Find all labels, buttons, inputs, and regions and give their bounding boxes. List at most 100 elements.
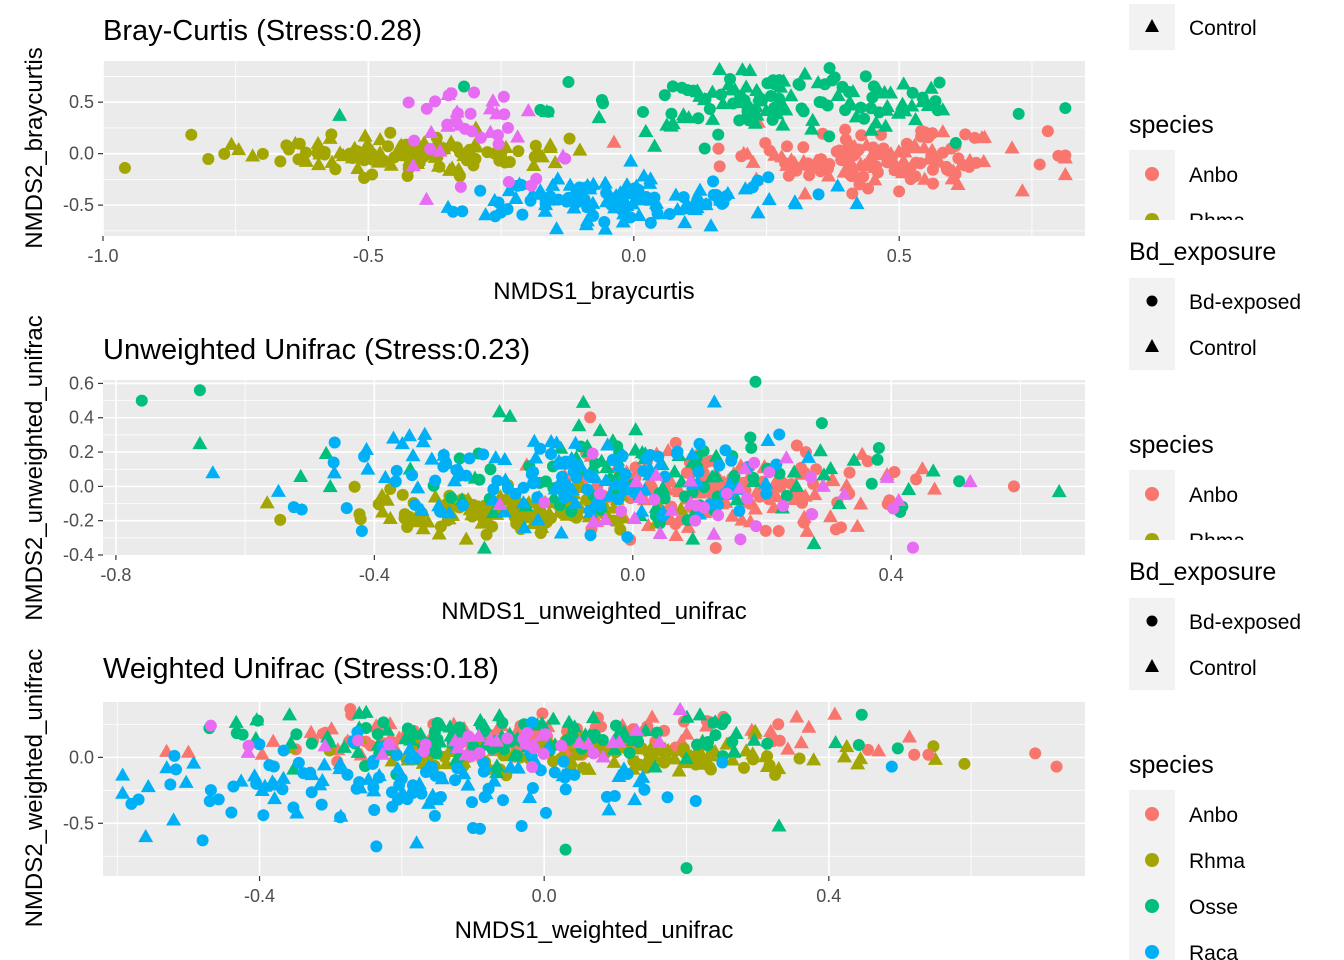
data-point-circle — [703, 103, 716, 116]
data-point-circle — [596, 734, 609, 747]
data-point-triangle — [409, 835, 425, 849]
data-point-triangle — [720, 185, 736, 199]
rhma-key-icon — [1145, 853, 1159, 867]
data-point-circle — [385, 786, 398, 799]
data-point-triangle — [825, 473, 841, 487]
data-point-circle — [797, 141, 810, 154]
data-point-circle — [843, 466, 856, 479]
data-point-triangle — [638, 123, 654, 138]
data-point-triangle — [382, 510, 398, 524]
data-point-circle — [212, 793, 225, 806]
data-point-circle — [793, 78, 806, 91]
data-point-triangle — [619, 177, 635, 191]
data-point-circle — [328, 436, 341, 449]
data-point-circle — [621, 768, 634, 781]
data-point-circle — [293, 137, 306, 150]
data-point-circle — [958, 757, 971, 770]
data-point-circle — [793, 752, 806, 765]
data-point-triangle — [391, 139, 407, 153]
data-point-triangle — [643, 171, 659, 185]
data-point-triangle — [631, 207, 647, 222]
data-point-triangle — [771, 818, 787, 832]
data-point-circle — [509, 487, 522, 500]
data-point-triangle — [830, 178, 846, 192]
data-point-circle — [489, 210, 502, 223]
data-point-triangle — [597, 221, 613, 235]
data-point-circle — [828, 71, 841, 84]
data-point-circle — [803, 169, 816, 182]
data-point-triangle — [883, 85, 899, 99]
anbo-key-icon — [1145, 807, 1159, 821]
data-point-circle — [437, 448, 450, 461]
data-point-triangle — [186, 755, 202, 769]
data-point-circle — [501, 732, 514, 745]
data-point-circle — [429, 769, 442, 782]
data-point-circle — [315, 798, 328, 811]
data-point-triangle — [679, 709, 695, 723]
triangle-key-icon — [1145, 659, 1159, 672]
data-point-circle — [355, 524, 368, 537]
data-point-circle — [468, 86, 481, 99]
data-point-circle — [453, 452, 466, 465]
data-point-triangle — [732, 480, 748, 494]
data-point-circle — [777, 499, 790, 512]
data-point-circle — [1033, 158, 1046, 171]
data-point-triangle — [442, 719, 458, 733]
data-point-triangle — [742, 63, 758, 77]
data-point-circle — [852, 144, 865, 157]
data-point-circle — [728, 469, 741, 482]
axis-ticks: -0.4 0.0 0.4 -0.5 0.0 — [63, 747, 841, 906]
data-point-circle — [118, 161, 131, 174]
data-point-triangle — [377, 469, 393, 484]
data-point-triangle — [555, 148, 571, 162]
data-point-triangle — [275, 770, 291, 784]
data-point-triangle — [901, 729, 917, 743]
anbo-key-icon — [1145, 167, 1159, 181]
data-point-circle — [669, 518, 682, 531]
data-point-circle — [823, 157, 836, 170]
data-point-circle — [707, 175, 720, 188]
data-point-triangle — [692, 707, 708, 721]
data-point-triangle — [745, 154, 761, 168]
data-point-triangle — [706, 526, 722, 540]
data-point-circle — [644, 216, 657, 229]
data-point-circle — [725, 454, 738, 467]
data-point-triangle — [283, 735, 299, 749]
data-point-triangle — [432, 143, 448, 157]
data-point-circle — [859, 70, 872, 83]
data-point-triangle — [804, 121, 820, 135]
data-point-triangle — [434, 771, 450, 785]
data-point-triangle — [410, 480, 426, 494]
data-point-circle — [720, 487, 733, 500]
data-point-triangle — [891, 105, 907, 119]
data-point-triangle — [685, 531, 701, 545]
data-point-triangle — [471, 728, 487, 742]
data-point-triangle — [828, 735, 844, 749]
data-point-circle — [539, 475, 552, 488]
data-point-triangle — [685, 454, 701, 468]
data-point-circle — [797, 105, 810, 118]
data-point-triangle — [752, 87, 768, 101]
data-point-circle — [612, 493, 625, 506]
y-tick-label: 0.0 — [69, 144, 94, 164]
data-point-circle — [606, 453, 619, 466]
legend-bd-exposure-3: Bd_exposure Bd-exposed Control — [1129, 558, 1301, 690]
panel-unweighted-unifrac: Unweighted Unifrac (Stress:0.23) -0.8 -0.… — [21, 315, 1085, 625]
data-point-triangle — [303, 724, 319, 738]
legend-entry-anbo: Anbo — [1189, 484, 1238, 507]
data-point-circle — [692, 112, 705, 125]
data-point-circle — [761, 737, 774, 750]
data-point-circle — [398, 512, 411, 525]
data-point-triangle — [575, 394, 591, 408]
data-point-triangle — [361, 139, 377, 153]
data-point-triangle — [1051, 484, 1067, 498]
data-point-triangle — [488, 450, 504, 464]
data-point-circle — [926, 163, 939, 176]
data-point-circle — [712, 509, 725, 522]
data-point-triangle — [775, 117, 791, 131]
data-point-circle — [528, 150, 541, 163]
data-point-circle — [372, 771, 385, 784]
data-point-triangle — [807, 486, 823, 501]
data-point-triangle — [935, 124, 951, 138]
data-point-triangle — [571, 734, 587, 749]
